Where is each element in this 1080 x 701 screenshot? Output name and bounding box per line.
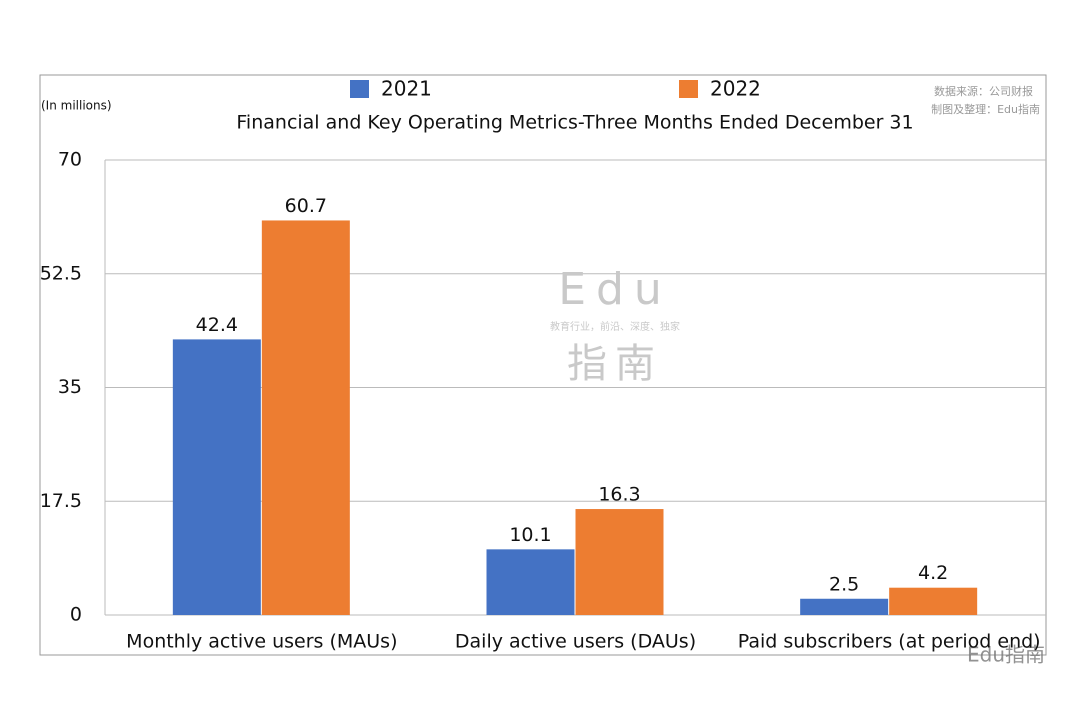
value-label: 4.2 [918,562,948,584]
x-tick-label: Monthly active users (MAUs) [126,631,397,653]
y-tick-label: 0 [70,604,82,626]
value-label: 2.5 [829,573,859,595]
watermark: Edu指南 [967,643,1045,667]
legend-label: 2022 [710,77,761,101]
author-note: 制图及整理：Edu指南 [931,102,1040,116]
watermark: Edu [558,264,672,315]
bar [889,587,978,615]
bar [261,220,350,615]
chart-title: Financial and Key Operating Metrics-Thre… [236,112,913,134]
y-axis-label: (In millions) [41,99,112,113]
x-tick-label: Daily active users (DAUs) [455,631,696,653]
legend-swatch [350,80,369,98]
bar [486,549,575,615]
value-label: 42.4 [196,314,238,336]
watermark: 指南 [567,341,663,387]
source-note: 数据来源：公司财报 [934,84,1033,98]
legend-label: 2021 [381,77,432,101]
value-label: 60.7 [285,195,327,217]
value-label: 16.3 [598,484,640,506]
y-tick-label: 52.5 [40,262,82,284]
y-tick-label: 17.5 [40,490,82,512]
bar [800,598,889,615]
y-tick-label: 35 [58,376,82,398]
y-tick-label: 70 [58,149,82,171]
bar [575,509,664,615]
value-label: 10.1 [509,524,551,546]
x-tick-label: Paid subscribers (at period end) [738,631,1041,653]
bar [172,339,261,615]
legend-swatch [679,80,698,98]
watermark: 教育行业，前沿、深度、独家 [550,320,680,333]
chart-frame [39,74,1047,656]
